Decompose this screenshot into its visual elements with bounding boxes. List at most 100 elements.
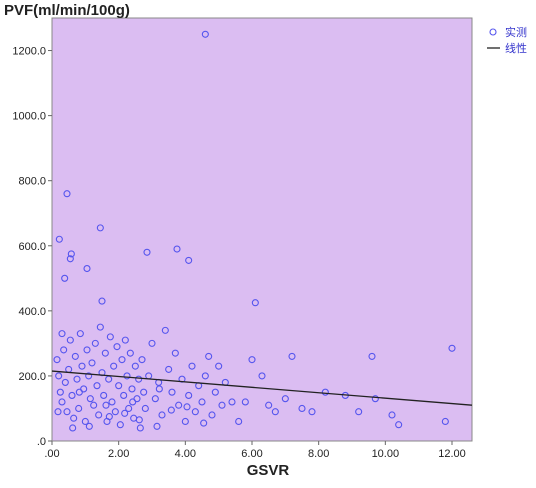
data-point xyxy=(58,330,66,338)
x-tick-label: 6.00 xyxy=(241,448,262,460)
data-point xyxy=(86,395,94,403)
data-point xyxy=(101,349,109,357)
data-point xyxy=(110,362,118,370)
data-point xyxy=(73,375,81,383)
data-point xyxy=(151,395,159,403)
data-point xyxy=(68,391,76,399)
y-tick-label: 1200.0 xyxy=(12,46,46,58)
data-point xyxy=(63,408,71,416)
data-point xyxy=(121,409,129,417)
data-point xyxy=(136,424,144,432)
data-point xyxy=(298,404,306,413)
data-point xyxy=(208,411,216,419)
data-point xyxy=(308,408,316,416)
legend-marker-observed xyxy=(489,28,497,36)
y-tick-label: 400.0 xyxy=(18,306,46,318)
data-point xyxy=(55,372,63,380)
data-point xyxy=(98,297,106,305)
data-point xyxy=(371,395,379,403)
data-point xyxy=(140,388,148,396)
data-point xyxy=(83,346,91,354)
data-point xyxy=(53,356,61,364)
data-point xyxy=(55,235,63,243)
data-point xyxy=(131,362,139,370)
data-point xyxy=(61,274,69,282)
data-point xyxy=(67,250,75,258)
data-point xyxy=(168,388,176,396)
data-point xyxy=(106,333,114,341)
data-point xyxy=(215,362,223,370)
data-point xyxy=(441,417,449,426)
data-point xyxy=(288,352,296,360)
data-point xyxy=(116,421,124,429)
y-tick-label: 600.0 xyxy=(18,241,46,253)
data-point xyxy=(241,398,249,406)
x-tick-label: 2.00 xyxy=(108,448,129,460)
data-point xyxy=(175,401,183,409)
data-point xyxy=(70,414,78,422)
y-axis-title: PVF(ml/min/100g) xyxy=(4,2,130,19)
data-point xyxy=(66,336,74,344)
data-point xyxy=(61,378,69,386)
data-point xyxy=(108,398,116,406)
data-point xyxy=(105,413,113,421)
data-point xyxy=(100,391,108,399)
data-point xyxy=(111,408,119,416)
data-point xyxy=(129,398,137,406)
x-axis-ticks: .00 2.00 4.00 6.00 8.00 10.00 12.00 xyxy=(44,441,466,460)
data-point xyxy=(191,408,199,416)
data-point xyxy=(211,388,219,396)
data-point xyxy=(185,391,193,399)
y-tick-label: 200.0 xyxy=(18,371,46,383)
plot-area xyxy=(51,17,473,442)
data-point xyxy=(148,339,156,347)
data-point xyxy=(56,388,64,396)
data-point xyxy=(120,391,128,399)
data-point xyxy=(173,245,181,253)
data-point xyxy=(115,382,123,390)
data-point xyxy=(96,224,104,232)
data-point xyxy=(135,375,143,383)
x-tick-label: 10.00 xyxy=(372,448,400,460)
y-tick-label: .0 xyxy=(37,436,46,448)
data-point xyxy=(155,385,163,393)
x-tick-label: 4.00 xyxy=(175,448,196,460)
data-point xyxy=(85,422,93,430)
data-point xyxy=(123,372,131,380)
data-point xyxy=(395,421,403,429)
legend-label-observed: 实测 xyxy=(505,25,527,39)
data-point xyxy=(63,190,71,198)
data-point xyxy=(265,401,273,409)
data-point xyxy=(448,344,456,352)
data-point xyxy=(251,299,259,307)
data-point xyxy=(167,406,175,414)
data-point xyxy=(200,419,208,427)
data-point xyxy=(368,352,376,360)
data-point xyxy=(102,401,110,409)
data-point xyxy=(188,362,196,370)
data-point xyxy=(201,372,209,380)
y-tick-label: 1000.0 xyxy=(12,111,46,123)
data-point xyxy=(75,404,83,413)
data-point xyxy=(171,349,179,357)
data-point xyxy=(96,323,104,331)
data-point xyxy=(75,388,83,396)
data-point xyxy=(95,411,103,419)
data-point xyxy=(128,385,136,393)
data-point xyxy=(126,349,134,357)
data-point xyxy=(138,356,146,364)
data-point xyxy=(69,424,77,432)
x-tick-label: 8.00 xyxy=(308,448,329,460)
data-point xyxy=(201,30,209,38)
data-point xyxy=(143,248,151,256)
data-point xyxy=(205,352,213,360)
data-point xyxy=(71,352,79,360)
data-point xyxy=(281,395,289,403)
data-point xyxy=(78,362,86,370)
data-point xyxy=(228,398,236,406)
data-point xyxy=(83,264,91,273)
x-tick-label: .00 xyxy=(44,448,59,460)
data-point xyxy=(165,365,173,373)
data-point xyxy=(248,356,256,364)
